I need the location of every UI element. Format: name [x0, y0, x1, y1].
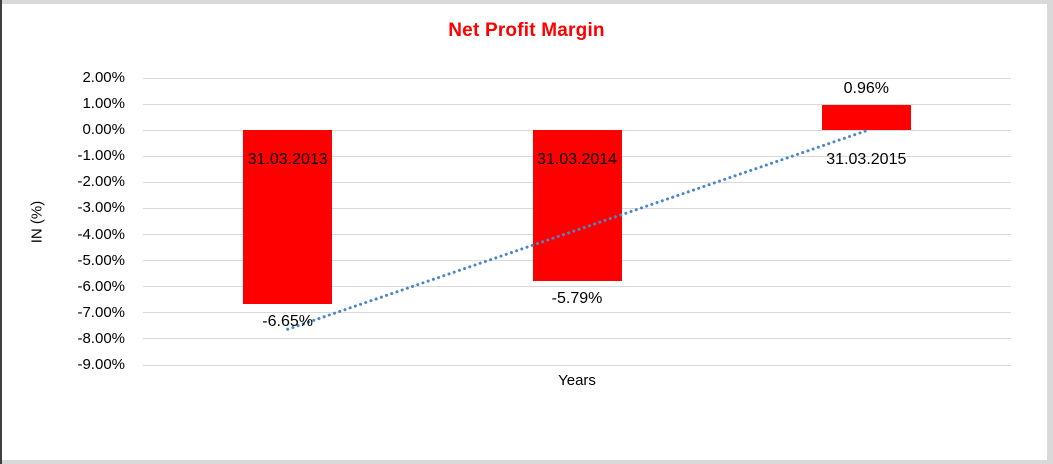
- frame-edge-right: [1047, 0, 1053, 464]
- y-tick-label: -5.00%: [77, 251, 125, 269]
- y-tick-label: -7.00%: [77, 303, 125, 321]
- bar-value-label: -6.65%: [262, 312, 313, 330]
- y-tick-label: -6.00%: [77, 277, 125, 295]
- y-tick-label: 2.00%: [82, 69, 125, 86]
- category-label: 31.03.2014: [536, 151, 618, 169]
- x-axis-title: Years: [558, 372, 596, 389]
- category-label: 31.03.2015: [826, 151, 907, 169]
- bar-value-label: -5.79%: [551, 290, 603, 308]
- y-tick-label: -4.00%: [77, 225, 125, 243]
- y-tick-label: -3.00%: [77, 199, 125, 217]
- frame-edge-bottom: [0, 460, 1053, 464]
- gridline: [143, 77, 1011, 79]
- frame-edge-left: [0, 0, 2, 464]
- y-tick-label: -2.00%: [77, 173, 125, 191]
- chart-title: Net Profit Margin: [448, 20, 605, 41]
- y-tick-label: -8.00%: [77, 329, 125, 347]
- bar-value-label: 0.96%: [843, 80, 890, 98]
- gridline: [143, 103, 1011, 105]
- category-label: 31.03.2013: [247, 151, 328, 169]
- frame-edge-top: [0, 0, 1053, 4]
- y-tick-label: -9.00%: [77, 356, 125, 373]
- bar-31.03.2015: [821, 105, 911, 131]
- y-tick-label: 1.00%: [82, 95, 125, 113]
- y-tick-label: -1.00%: [77, 147, 125, 165]
- y-tick-label: 0.00%: [82, 121, 125, 139]
- gridline: [143, 364, 1011, 366]
- gridline: [143, 338, 1011, 340]
